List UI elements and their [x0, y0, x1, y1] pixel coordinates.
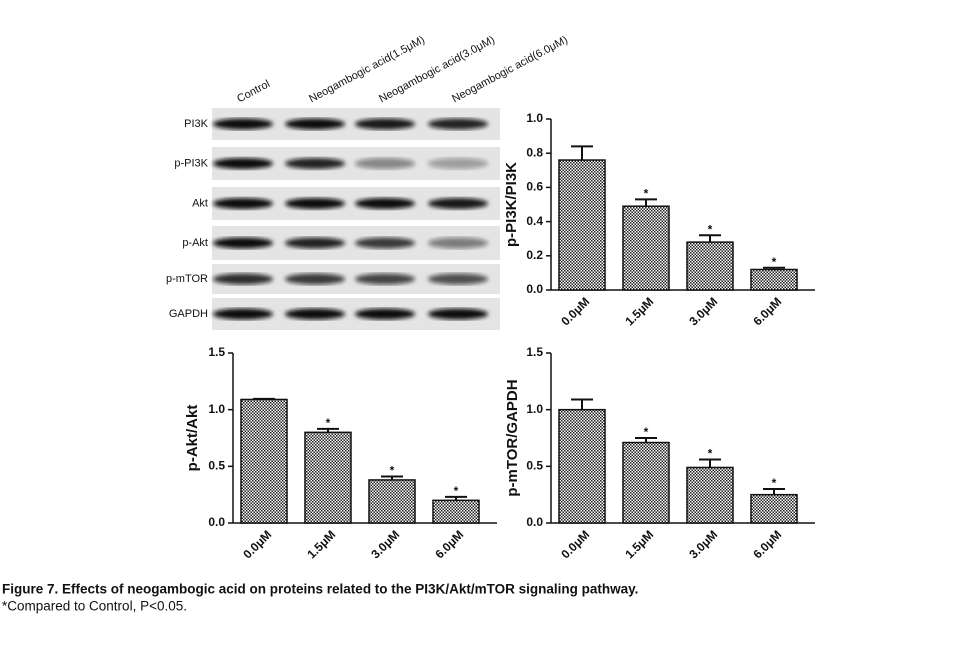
blot-band: [428, 273, 488, 285]
bar: [368, 479, 416, 524]
blot-band: [213, 237, 273, 249]
caption-note: *Compared to Control, P<0.05.: [2, 599, 187, 614]
y-tick-label: 1.0: [208, 402, 225, 416]
blot-band: [285, 237, 345, 249]
x-tick-label: 6.0μM: [432, 527, 466, 561]
blot-band: [285, 198, 345, 209]
y-tick-label: 0.4: [526, 214, 543, 228]
significance-mark: *: [772, 476, 777, 490]
blot-row-label: PI3K: [184, 118, 209, 130]
blot-band: [355, 237, 415, 249]
blot-band: [428, 308, 488, 320]
error-bar: [445, 495, 467, 501]
y-tick-label: 0.5: [526, 459, 543, 473]
error-bar: [763, 488, 785, 495]
significance-mark: *: [708, 447, 713, 461]
blot-band: [213, 273, 273, 285]
blot-row-label: p-mTOR: [166, 273, 208, 285]
blot-row-label: p-Akt: [182, 237, 208, 249]
blot-band: [285, 308, 345, 320]
significance-mark: *: [644, 187, 649, 201]
blot-band: [213, 308, 273, 320]
y-tick-label: 0.0: [526, 282, 543, 296]
error-bar: [699, 234, 721, 243]
blot-band: [355, 198, 415, 209]
y-axis-label: p-mTOR/GAPDH: [504, 379, 521, 496]
error-bar: [317, 427, 339, 433]
y-axis-label: p-PI3K/PI3K: [503, 162, 520, 247]
y-tick-label: 1.0: [526, 402, 543, 416]
y-tick-label: 0.5: [208, 459, 225, 473]
lane-label: Neogambogic acid(6.0μM): [450, 34, 570, 105]
blot-band: [355, 308, 415, 320]
y-tick-label: 1.0: [526, 111, 543, 125]
error-bar: [635, 437, 657, 443]
blot-band: [355, 273, 415, 285]
error-bar: [763, 266, 785, 270]
error-bar: [571, 398, 593, 410]
x-tick-label: 3.0μM: [368, 527, 402, 561]
error-bar: [381, 475, 403, 480]
x-tick-label: 0.0μM: [558, 527, 592, 561]
y-tick-label: 0.2: [526, 248, 543, 262]
significance-mark: *: [644, 425, 649, 439]
error-bar: [635, 198, 657, 207]
x-tick-label: 3.0μM: [686, 294, 720, 328]
blot-band: [428, 198, 488, 209]
blot-band: [355, 158, 415, 169]
x-tick-label: 1.5μM: [304, 527, 338, 561]
bar: [750, 493, 798, 524]
y-tick-label: 0.0: [526, 515, 543, 529]
blot-band: [285, 273, 345, 285]
x-tick-label: 6.0μM: [750, 527, 784, 561]
lane-label: Neogambogic acid(1.5μM): [307, 34, 427, 105]
y-tick-label: 1.5: [526, 345, 543, 359]
blot-band: [213, 118, 273, 130]
blot-band: [213, 158, 273, 169]
error-bar: [253, 397, 275, 400]
blot-band: [428, 237, 488, 249]
blot-band: [428, 118, 488, 130]
y-tick-label: 0.0: [208, 515, 225, 529]
significance-mark: *: [390, 464, 395, 478]
bar: [558, 408, 606, 524]
bar: [240, 398, 288, 524]
bar: [304, 431, 352, 524]
significance-mark: *: [772, 255, 777, 269]
x-tick-label: 6.0μM: [750, 294, 784, 328]
bar: [622, 205, 670, 291]
y-tick-label: 0.6: [526, 180, 543, 194]
x-tick-label: 1.5μM: [622, 527, 656, 561]
y-axis-label: p-Akt/Akt: [184, 405, 201, 472]
error-bar: [699, 458, 721, 468]
bar: [622, 441, 670, 524]
blot-row-label: p-PI3K: [174, 157, 208, 169]
bar: [558, 159, 606, 291]
blot-band: [285, 158, 345, 169]
lane-label: Control: [235, 78, 272, 105]
blot-band: [355, 118, 415, 130]
x-tick-label: 1.5μM: [622, 294, 656, 328]
bar: [686, 466, 734, 524]
error-bar: [571, 145, 593, 161]
y-tick-label: 1.5: [208, 345, 225, 359]
x-tick-label: 0.0μM: [558, 294, 592, 328]
x-tick-label: 0.0μM: [240, 527, 274, 561]
blot-band: [428, 158, 488, 169]
significance-mark: *: [454, 484, 459, 498]
bar: [432, 499, 480, 524]
lane-label: Neogambogic acid(3.0μM): [377, 34, 497, 105]
blot-band: [285, 118, 345, 130]
blot-band: [213, 198, 273, 209]
significance-mark: *: [326, 416, 331, 430]
x-tick-label: 3.0μM: [686, 527, 720, 561]
significance-mark: *: [708, 222, 713, 236]
blot-row-label: GAPDH: [169, 308, 208, 320]
caption-title: Figure 7. Effects of neogambogic acid on…: [2, 582, 638, 597]
bar: [686, 241, 734, 291]
bar: [750, 268, 798, 291]
y-tick-label: 0.8: [526, 145, 543, 159]
blot-row-label: Akt: [192, 197, 208, 209]
